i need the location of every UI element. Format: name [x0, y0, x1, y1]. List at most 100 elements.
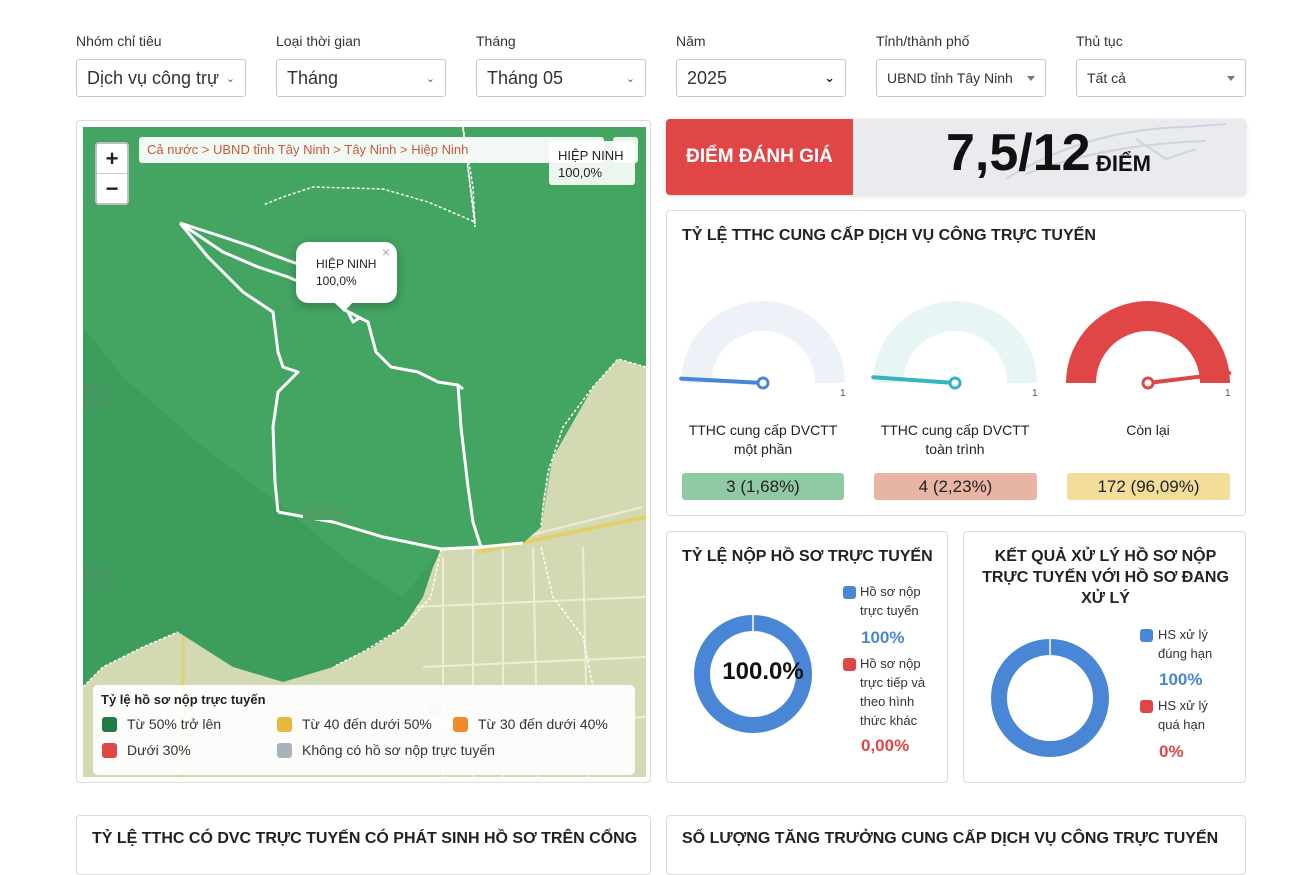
gauge-label-line: Còn lại: [1126, 422, 1170, 438]
legend-swatch: [1140, 629, 1153, 642]
legend-item: Không có hồ sơ nộp trực tuyến: [277, 742, 495, 758]
legend-label: Hồ sơ nộp trực tiếp và theo hình thức kh…: [860, 654, 925, 730]
legend-label-line: thức khác: [860, 713, 918, 728]
legend-item: Từ 30 đến dưới 40%: [453, 716, 608, 732]
svg-text:DBank: DBank: [83, 568, 117, 580]
gauge-remaining: [1066, 301, 1232, 390]
gauge-needle: [871, 375, 957, 385]
caret-down-icon: [1027, 75, 1035, 81]
legend-value: 100%: [861, 628, 905, 647]
legend-swatch: [102, 742, 117, 758]
popup-name: HIỆP NINH: [316, 257, 377, 271]
map-legend: Tỷ lệ hồ sơ nộp trực tuyến Từ 50% trở lê…: [93, 685, 635, 775]
legend-label: HS xử lý đúng hạn: [1158, 625, 1212, 663]
caret-down-icon: [1227, 75, 1235, 81]
gauge-needle: [679, 376, 765, 385]
score-banner: ĐIỂM ĐÁNH GIÁ 7,5/12 ĐIỂM: [666, 119, 1246, 195]
legend-label: Không có hồ sơ nộp trực tuyến: [302, 742, 495, 758]
zoom-in-button[interactable]: +: [105, 146, 119, 171]
year-select[interactable]: 2025 ⌄: [676, 59, 846, 97]
gauge-full: [871, 301, 1037, 390]
legend-label-line: HS xử lý: [1158, 698, 1208, 713]
legend-label-line: trực tiếp và: [860, 675, 926, 690]
chevron-down-icon: ⌄: [225, 72, 235, 85]
gauge-pivot: [1141, 376, 1155, 390]
close-icon[interactable]: ×: [381, 244, 390, 260]
province-select-value: UBND tỉnh Tây Ninh: [887, 70, 1013, 86]
card-title: TỶ LỆ TTHC CUNG CẤP DỊCH VỤ CÔNG TRỰC TU…: [682, 227, 1096, 244]
region-info: HIỆP NINH 100,0%: [549, 141, 635, 185]
gauge-pivot: [756, 376, 770, 390]
legend-item: Từ 50% trở lên: [102, 716, 221, 732]
legend-item: Dưới 30%: [102, 742, 191, 758]
month-select[interactable]: Tháng 05 ⌄: [476, 59, 646, 97]
region-name: HIỆP NINH: [558, 148, 624, 163]
legend-swatch: [1140, 700, 1153, 713]
card-title: KẾT QUẢ XỬ LÝ HỒ SƠ NỘP TRỰC TUYẾN VỚI H…: [964, 546, 1247, 609]
time-type-select[interactable]: Tháng ⌄: [276, 59, 446, 97]
legend-label: Từ 40 đến dưới 50%: [302, 716, 432, 732]
province-select[interactable]: UBND tỉnh Tây Ninh: [876, 59, 1046, 97]
legend-label: Hồ sơ nộp trực tuyến: [860, 582, 921, 620]
filter-label-group: Nhóm chỉ tiêu: [76, 33, 162, 49]
gauge-badge: 172 (96,09%): [1067, 473, 1230, 500]
gauge-needle: [1146, 370, 1232, 385]
legend-label: Từ 50% trở lên: [127, 716, 222, 732]
legend-swatch: [843, 586, 856, 599]
gauge-label: Còn lại: [1067, 421, 1229, 440]
legend-label-line: đúng hạn: [1158, 646, 1213, 661]
legend-item: Từ 40 đến dưới 50%: [277, 716, 432, 732]
region-value: 100,0%: [558, 165, 603, 180]
result-donut: [991, 639, 1109, 757]
year-select-value: 2025: [687, 67, 728, 88]
gauge-label-line: một phần: [733, 441, 793, 457]
map-breadcrumb[interactable]: Cả nước > UBND tỉnh Tây Ninh > Tây Ninh …: [139, 137, 604, 163]
filter-label-month: Tháng: [476, 33, 516, 49]
legend-label-line: HS xử lý: [1158, 627, 1208, 642]
card-title: TỶ LỆ TTHC CÓ DVC TRỰC TUYẾN CÓ PHÁT SIN…: [92, 830, 638, 847]
legend-swatch: [277, 742, 292, 758]
score-value: 7,5/12: [946, 124, 1091, 182]
gauge-arc: [1066, 301, 1230, 383]
month-select-value: Tháng 05: [487, 67, 564, 88]
map-card: 0B CN Ninh DBank y Ninh + − Cả nước > UB…: [76, 120, 651, 783]
procedure-select-value: Tất cả: [1087, 70, 1126, 86]
group-select[interactable]: Dịch vụ công trự ⌄: [76, 59, 246, 97]
legend-swatch: [277, 716, 292, 732]
time-type-select-value: Tháng: [287, 67, 339, 88]
procedure-select[interactable]: Tất cả: [1076, 59, 1246, 97]
legend-label: Từ 30 đến dưới 40%: [478, 716, 608, 732]
chevron-down-icon: ⌄: [625, 72, 635, 85]
legend-value: 0,00%: [861, 736, 910, 755]
procedure-with-records-card: TỶ LỆ TTHC CÓ DVC TRỰC TUYẾN CÓ PHÁT SIN…: [76, 815, 651, 875]
gauge-label: TTHC cung cấp DVCTT toàn trình: [874, 421, 1036, 459]
legend-label: HS xử lý quá hạn: [1158, 696, 1208, 734]
gauge-arc: [873, 301, 1037, 383]
card-title-line: XỬ LÝ: [1081, 590, 1130, 607]
gauge-partial: [679, 301, 845, 390]
legend-label-line: theo hình: [860, 694, 915, 709]
map-canvas: 0B CN Ninh DBank y Ninh: [83, 127, 646, 777]
gauge-badge: 3 (1,68%): [682, 473, 844, 500]
group-select-value: Dịch vụ công trự: [87, 67, 220, 88]
card-title-line: TRỰC TUYẾN VỚI HỒ SƠ ĐANG: [982, 569, 1229, 586]
popup-pointer: [334, 301, 354, 312]
processing-result-card: KẾT QUẢ XỬ LÝ HỒ SƠ NỘP TRỰC TUYẾN VỚI H…: [963, 531, 1246, 783]
growth-card: SỐ LƯỢNG TĂNG TRƯỞNG CUNG CẤP DỊCH VỤ CÔ…: [666, 815, 1246, 875]
gauge-max-label: 1: [1032, 388, 1038, 399]
gauge-label-line: TTHC cung cấp DVCTT: [688, 422, 838, 438]
map-view[interactable]: 0B CN Ninh DBank y Ninh + − Cả nước > UB…: [83, 127, 646, 777]
gauge-badge: 4 (2,23%): [874, 473, 1037, 500]
chevron-down-icon: ⌄: [824, 70, 835, 85]
gauge-arc: [681, 301, 845, 383]
legend-label: Dưới 30%: [127, 742, 191, 758]
legend-swatch: [102, 716, 117, 732]
legend-title: Tỷ lệ hồ sơ nộp trực tuyến: [101, 692, 266, 707]
donut-center-value: 100.0%: [722, 658, 804, 685]
online-donut: [694, 615, 812, 733]
gauge-max-label: 1: [840, 388, 846, 399]
gauge-label-line: TTHC cung cấp DVCTT: [880, 422, 1030, 438]
legend-label-line: Hồ sơ nộp: [860, 584, 921, 599]
zoom-out-button[interactable]: −: [97, 173, 127, 203]
card-title: SỐ LƯỢNG TĂNG TRƯỞNG CUNG CẤP DỊCH VỤ CÔ…: [682, 830, 1219, 847]
